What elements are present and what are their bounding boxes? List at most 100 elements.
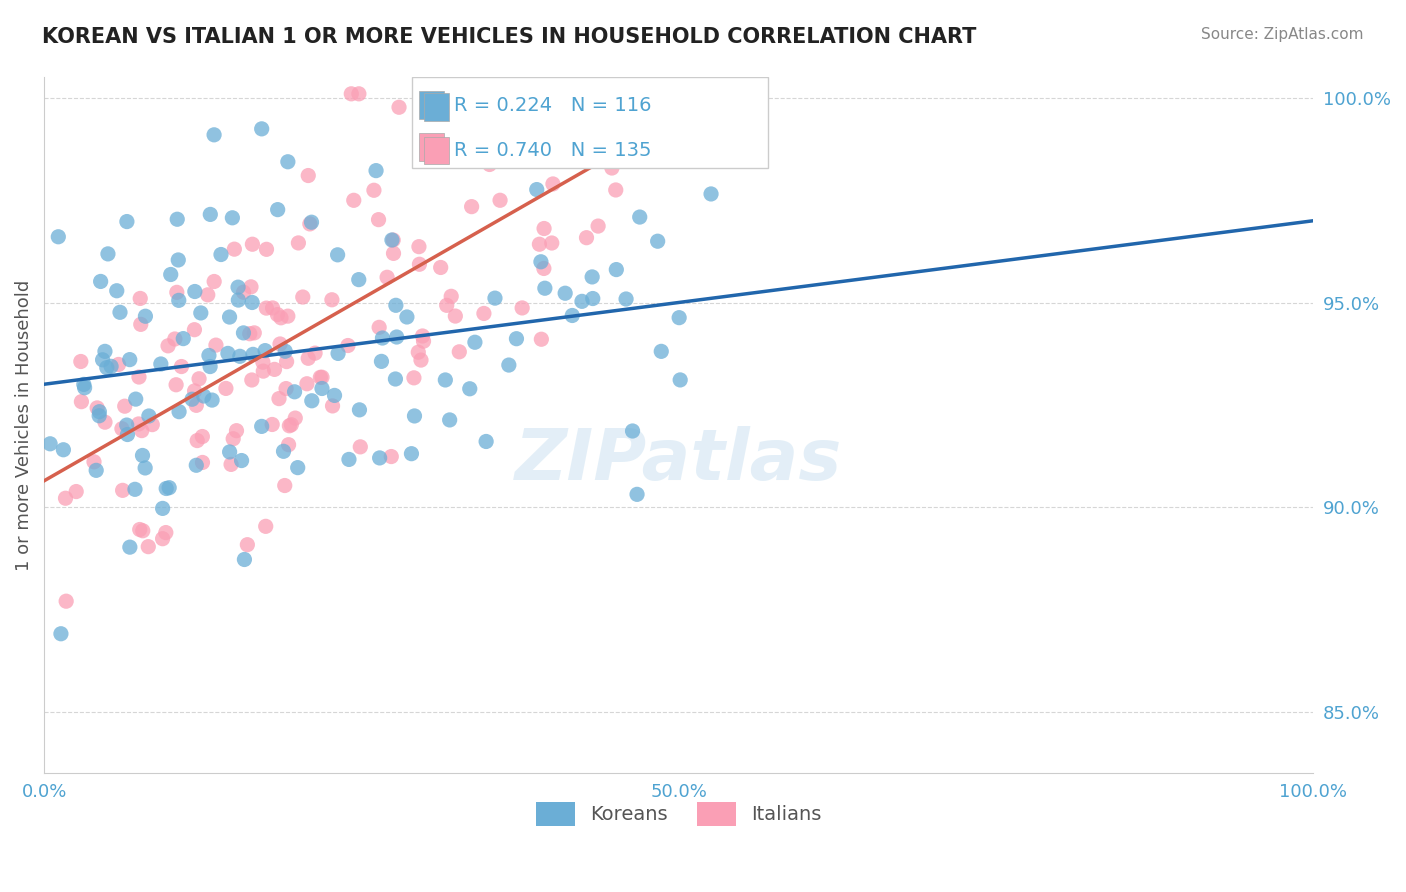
Point	[384, 372, 406, 386]
Point	[115, 214, 138, 228]
Point	[232, 326, 254, 340]
Point	[270, 310, 292, 325]
Point	[434, 373, 457, 387]
Point	[408, 240, 430, 254]
Point	[450, 130, 472, 145]
Point	[152, 532, 174, 546]
Point	[311, 370, 333, 384]
Point	[86, 401, 108, 415]
Point	[136, 540, 159, 554]
Point	[231, 453, 253, 467]
Point	[111, 483, 134, 498]
Point	[311, 382, 333, 396]
Point	[224, 242, 246, 256]
Text: KOREAN VS ITALIAN 1 OR MORE VEHICLES IN HOUSEHOLD CORRELATION CHART: KOREAN VS ITALIAN 1 OR MORE VEHICLES IN …	[42, 27, 977, 46]
Point	[256, 243, 278, 257]
Point	[626, 487, 648, 501]
Point	[166, 285, 188, 300]
Point	[118, 540, 141, 554]
Point	[52, 442, 75, 457]
Point	[406, 345, 429, 359]
Point	[266, 308, 288, 322]
Point	[276, 354, 298, 368]
Point	[205, 338, 228, 352]
Point	[478, 157, 501, 171]
Point	[209, 247, 232, 261]
Point	[349, 402, 371, 417]
Point	[505, 332, 527, 346]
Point	[46, 229, 69, 244]
Point	[108, 305, 131, 319]
Point	[309, 370, 332, 384]
Point	[600, 161, 623, 175]
Point	[274, 344, 297, 359]
Point	[215, 381, 238, 395]
Point	[107, 358, 129, 372]
Point	[225, 424, 247, 438]
Point	[541, 177, 564, 191]
Point	[125, 392, 148, 406]
Point	[131, 449, 153, 463]
Point	[262, 417, 284, 432]
Point	[408, 257, 430, 271]
Point	[243, 326, 266, 340]
Point	[748, 87, 770, 101]
Point	[343, 194, 366, 208]
Point	[301, 215, 323, 229]
Point	[129, 292, 152, 306]
Point	[141, 417, 163, 432]
Point	[581, 269, 603, 284]
Point	[278, 418, 301, 433]
Point	[229, 349, 252, 363]
Point	[554, 286, 576, 301]
Point	[412, 334, 434, 348]
Point	[321, 293, 343, 307]
Point	[124, 483, 146, 497]
Point	[242, 347, 264, 361]
Point	[184, 285, 207, 299]
Point	[129, 318, 152, 332]
Point	[530, 254, 553, 268]
Point	[297, 169, 319, 183]
Point	[190, 306, 212, 320]
Point	[586, 219, 609, 233]
Point	[89, 405, 111, 419]
FancyBboxPatch shape	[419, 91, 444, 120]
Point	[219, 458, 242, 472]
Point	[193, 389, 215, 403]
Point	[217, 346, 239, 360]
Point	[534, 281, 557, 295]
Point	[322, 399, 344, 413]
Point	[274, 382, 297, 396]
Point	[240, 373, 263, 387]
Point	[277, 309, 299, 323]
Point	[371, 331, 394, 345]
Point	[605, 183, 627, 197]
Point	[252, 355, 274, 369]
Point	[382, 233, 405, 247]
Point	[363, 183, 385, 197]
Point	[128, 417, 150, 431]
Point	[440, 289, 463, 303]
Point	[152, 501, 174, 516]
Point	[533, 221, 555, 235]
Point	[226, 280, 249, 294]
Point	[105, 284, 128, 298]
Point	[157, 481, 180, 495]
Point	[128, 523, 150, 537]
Point	[679, 87, 702, 101]
Point	[301, 393, 323, 408]
Point	[470, 93, 492, 107]
Point	[489, 194, 512, 208]
Legend: Koreans, Italians: Koreans, Italians	[527, 794, 830, 833]
Point	[381, 233, 404, 247]
Point	[661, 87, 683, 101]
Point	[475, 434, 498, 449]
Point	[240, 280, 263, 294]
Point	[134, 310, 156, 324]
Point	[382, 246, 405, 260]
Point	[291, 290, 314, 304]
Point	[200, 207, 222, 221]
Point	[668, 310, 690, 325]
Point	[155, 482, 177, 496]
